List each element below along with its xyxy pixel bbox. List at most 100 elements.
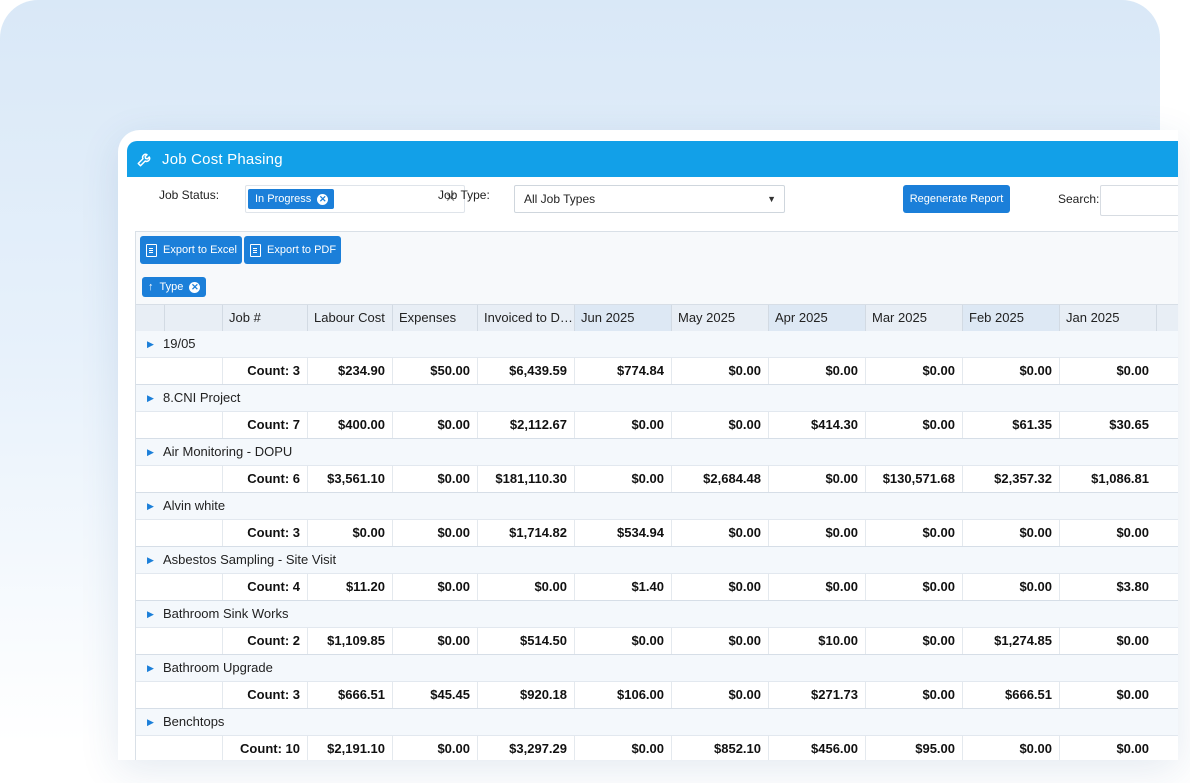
clear-icon[interactable]: ✕ xyxy=(445,190,456,205)
header-jan-2025[interactable]: Jan 2025 xyxy=(1059,305,1156,331)
group-row[interactable]: ▶ Asbestos Sampling - Site Visit xyxy=(136,547,1178,574)
export-pdf-label: Export to PDF xyxy=(267,244,337,256)
status-chip-in-progress[interactable]: In Progress ✕ xyxy=(248,189,335,209)
apr-2025-total: $0.00 xyxy=(768,466,865,492)
header-invoiced-to-date[interactable]: Invoiced to Da... xyxy=(477,305,574,331)
group-footer-row: Count: 10 $2,191.10 $0.00 $3,297.29 $0.0… xyxy=(136,736,1178,760)
jun-2025-total: $0.00 xyxy=(574,736,671,760)
apr-2025-total: $10.00 xyxy=(768,628,865,654)
grid-rows: ▶ 19/05 Count: 3 $234.90 $50.00 $6,439.5… xyxy=(136,331,1178,760)
remove-chip-icon[interactable]: ✕ xyxy=(317,193,329,205)
jun-2025-total: $0.00 xyxy=(574,412,671,438)
jan-2025-total: $1,086.81 xyxy=(1059,466,1156,492)
feb-2025-total: $61.35 xyxy=(962,412,1059,438)
header-group-cell xyxy=(164,305,222,331)
expenses-total: $0.00 xyxy=(392,412,477,438)
grid-toolbar: Export to Excel Export to PDF xyxy=(136,232,1178,271)
group-row[interactable]: ▶ 19/05 xyxy=(136,331,1178,358)
group-row[interactable]: ▶ Benchtops xyxy=(136,709,1178,736)
group-count: Count: 3 xyxy=(222,682,307,708)
jun-2025-total: $106.00 xyxy=(574,682,671,708)
may-2025-total: $0.00 xyxy=(671,682,768,708)
labour-cost-total: $0.00 xyxy=(307,520,392,546)
jan-2025-total: $3.80 xyxy=(1059,574,1156,600)
app-window: Job Cost Phasing Job Status: In Progress… xyxy=(118,130,1178,760)
group-name: 8.CNI Project xyxy=(163,390,241,405)
group-row[interactable]: ▶ Bathroom Upgrade xyxy=(136,655,1178,682)
search-input[interactable] xyxy=(1100,185,1178,216)
header-jun-2025[interactable]: Jun 2025 xyxy=(574,305,671,331)
group-row[interactable]: ▶ Air Monitoring - DOPU xyxy=(136,439,1178,466)
header-feb-2025[interactable]: Feb 2025 xyxy=(962,305,1059,331)
expand-arrow-icon[interactable]: ▶ xyxy=(147,393,154,403)
jan-2025-total: $0.00 xyxy=(1059,682,1156,708)
group-count: Count: 4 xyxy=(222,574,307,600)
job-status-label: Job Status: xyxy=(159,188,220,202)
feb-2025-total: $0.00 xyxy=(962,520,1059,546)
invoiced-total: $1,714.82 xyxy=(477,520,574,546)
group-name: Air Monitoring - DOPU xyxy=(163,444,293,459)
expand-arrow-icon[interactable]: ▶ xyxy=(147,609,154,619)
header-mar-2025[interactable]: Mar 2025 xyxy=(865,305,962,331)
job-type-label: Job Type: xyxy=(438,188,490,202)
group-name: Alvin white xyxy=(163,498,226,513)
group-count: Count: 3 xyxy=(222,520,307,546)
export-excel-button[interactable]: Export to Excel xyxy=(140,236,242,264)
group-footer-row: Count: 7 $400.00 $0.00 $2,112.67 $0.00 $… xyxy=(136,412,1178,439)
header-apr-2025[interactable]: Apr 2025 xyxy=(768,305,865,331)
labour-cost-total: $400.00 xyxy=(307,412,392,438)
expand-arrow-icon[interactable]: ▶ xyxy=(147,447,154,457)
invoiced-total: $0.00 xyxy=(477,574,574,600)
may-2025-total: $852.10 xyxy=(671,736,768,760)
header-expenses[interactable]: Expenses xyxy=(392,305,477,331)
job-type-select[interactable]: All Job Types ▼ xyxy=(514,185,785,213)
apr-2025-total: $0.00 xyxy=(768,358,865,384)
expand-arrow-icon[interactable]: ▶ xyxy=(147,339,154,349)
regenerate-report-button[interactable]: Regenerate Report xyxy=(903,185,1010,213)
header-may-2025[interactable]: May 2025 xyxy=(671,305,768,331)
expand-arrow-icon[interactable]: ▶ xyxy=(147,663,154,673)
group-count: Count: 7 xyxy=(222,412,307,438)
jun-2025-total: $534.94 xyxy=(574,520,671,546)
expand-arrow-icon[interactable]: ▶ xyxy=(147,555,154,565)
group-row[interactable]: ▶ 8.CNI Project xyxy=(136,385,1178,412)
group-row[interactable]: ▶ Bathroom Sink Works xyxy=(136,601,1178,628)
export-pdf-button[interactable]: Export to PDF xyxy=(244,236,342,264)
group-footer-row: Count: 6 $3,561.10 $0.00 $181,110.30 $0.… xyxy=(136,466,1178,493)
apr-2025-total: $0.00 xyxy=(768,520,865,546)
group-footer-row: Count: 3 $234.90 $50.00 $6,439.59 $774.8… xyxy=(136,358,1178,385)
mar-2025-total: $95.00 xyxy=(865,736,962,760)
remove-group-icon[interactable]: ✕ xyxy=(189,281,201,293)
wrench-icon xyxy=(136,150,154,168)
file-icon xyxy=(250,243,261,257)
group-name: 19/05 xyxy=(163,336,196,351)
group-chip-label: Type xyxy=(159,281,184,293)
may-2025-total: $0.00 xyxy=(671,520,768,546)
mar-2025-total: $0.00 xyxy=(865,574,962,600)
jan-2025-total: $0.00 xyxy=(1059,520,1156,546)
data-grid: Export to Excel Export to PDF ↑ Type ✕ J… xyxy=(135,231,1178,760)
group-row[interactable]: ▶ Alvin white xyxy=(136,493,1178,520)
invoiced-total: $2,112.67 xyxy=(477,412,574,438)
feb-2025-total: $666.51 xyxy=(962,682,1059,708)
mar-2025-total: $0.00 xyxy=(865,412,962,438)
labour-cost-total: $3,561.10 xyxy=(307,466,392,492)
expand-arrow-icon[interactable]: ▶ xyxy=(147,717,154,727)
labour-cost-total: $234.90 xyxy=(307,358,392,384)
group-chip-type[interactable]: ↑ Type ✕ xyxy=(142,277,207,297)
group-footer-row: Count: 4 $11.20 $0.00 $0.00 $1.40 $0.00 … xyxy=(136,574,1178,601)
mar-2025-total: $0.00 xyxy=(865,628,962,654)
job-status-multiselect[interactable]: In Progress ✕ ✕ xyxy=(245,185,465,213)
may-2025-total: $0.00 xyxy=(671,412,768,438)
group-count: Count: 2 xyxy=(222,628,307,654)
group-count: Count: 6 xyxy=(222,466,307,492)
expand-arrow-icon[interactable]: ▶ xyxy=(147,501,154,511)
group-name: Bathroom Sink Works xyxy=(163,606,289,621)
group-footer-row: Count: 2 $1,109.85 $0.00 $514.50 $0.00 $… xyxy=(136,628,1178,655)
group-count: Count: 3 xyxy=(222,358,307,384)
header-labour-cost[interactable]: Labour Cost xyxy=(307,305,392,331)
jun-2025-total: $0.00 xyxy=(574,466,671,492)
header-job-number[interactable]: Job # xyxy=(222,305,307,331)
invoiced-total: $3,297.29 xyxy=(477,736,574,760)
expenses-total: $45.45 xyxy=(392,682,477,708)
